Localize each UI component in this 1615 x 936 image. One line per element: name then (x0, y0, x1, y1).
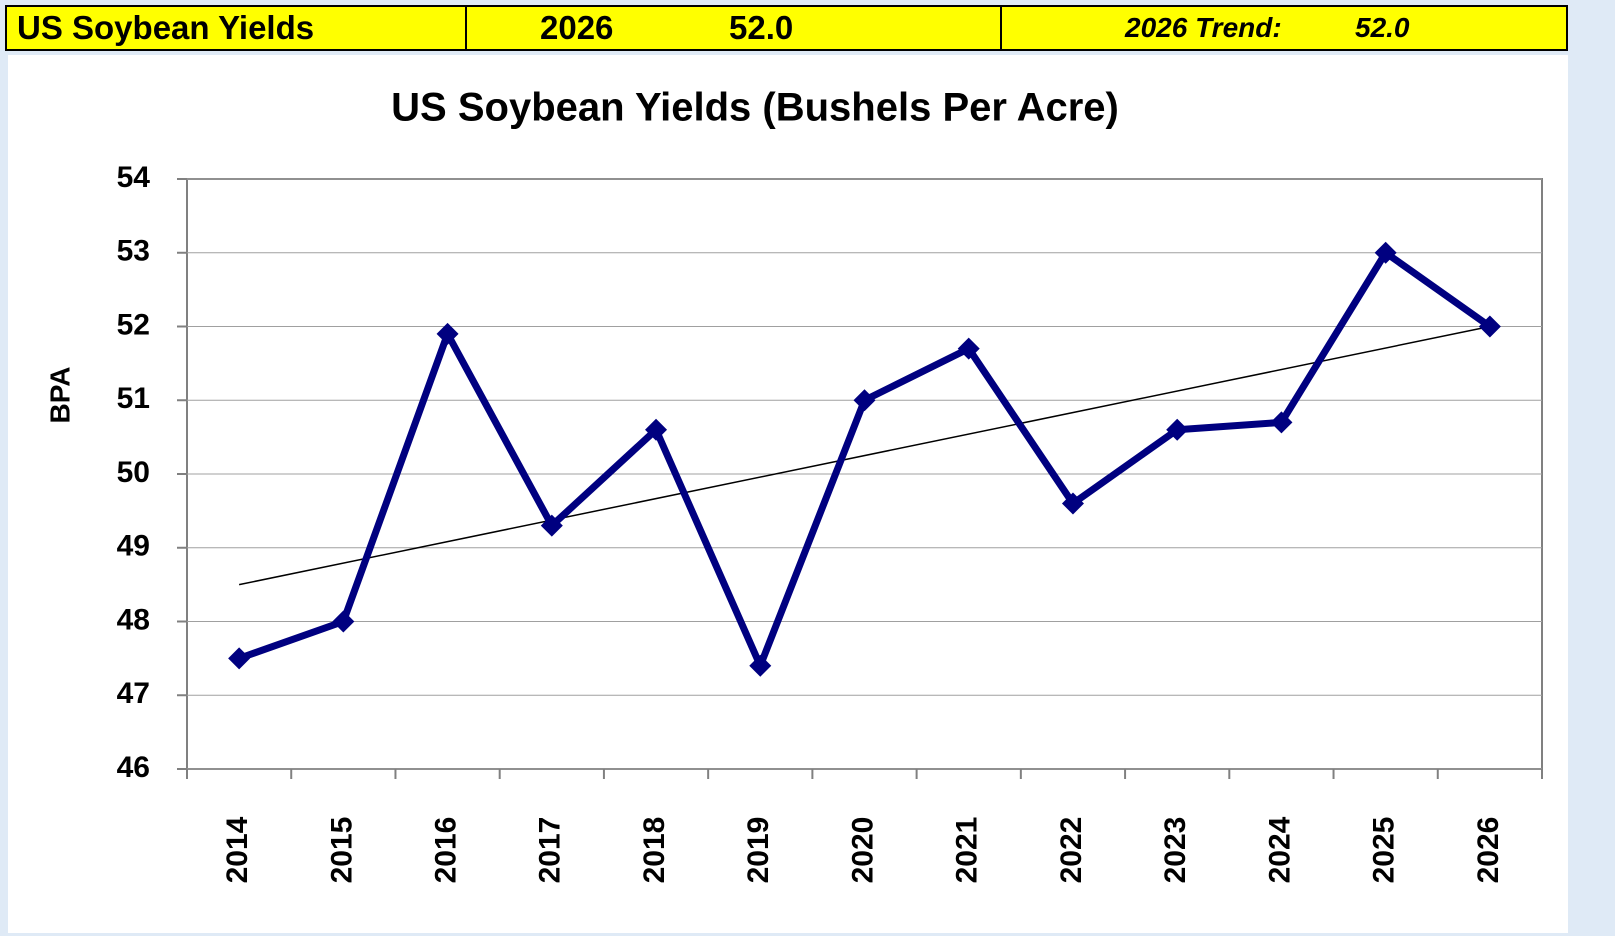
x-tick-label: 2016 (429, 817, 462, 884)
x-tick-label: 2020 (846, 817, 879, 884)
header-title: US Soybean Yields (17, 9, 315, 46)
divider (465, 7, 467, 49)
y-tick-label: 49 (117, 530, 150, 563)
marker (1270, 411, 1293, 434)
x-tick-label: 2017 (534, 817, 567, 884)
x-tick-label: 2018 (638, 817, 671, 884)
marker (1061, 492, 1084, 515)
chart-area (8, 55, 1568, 933)
y-tick-label: 54 (117, 161, 151, 194)
y-tick-label: 48 (117, 603, 150, 636)
y-tick-label: 52 (117, 308, 150, 341)
trend-line (238, 325, 1491, 586)
x-tick-label: 2022 (1055, 817, 1088, 884)
marker (749, 654, 772, 677)
x-tick-label: 2026 (1472, 817, 1505, 884)
marker (540, 514, 563, 537)
header-bar: US Soybean Yields 2026 52.0 2026 Trend: … (5, 5, 1568, 51)
trend-value: 52.0 (1355, 12, 1410, 43)
y-tick-label: 47 (117, 677, 150, 710)
marker (228, 647, 251, 670)
chart-title: US Soybean Yields (Bushels Per Acre) (391, 86, 1119, 130)
y-tick-label: 46 (117, 751, 150, 784)
x-tick-label: 2019 (742, 817, 775, 884)
marker (1478, 315, 1501, 338)
marker (436, 322, 459, 345)
marker (853, 389, 876, 412)
header-value: 52.0 (729, 9, 794, 46)
marker (1166, 418, 1189, 441)
marker (332, 610, 355, 633)
marker (645, 418, 668, 441)
x-tick-label: 2023 (1159, 817, 1192, 884)
y-axis-label: BPA (44, 366, 75, 423)
marker (1374, 241, 1397, 264)
trend-label: 2026 Trend: (1125, 12, 1282, 43)
header-year: 2026 (540, 9, 614, 46)
marker (957, 337, 980, 360)
x-tick-label: 2015 (325, 817, 358, 884)
y-tick-label: 51 (117, 382, 150, 415)
x-tick-label: 2024 (1263, 816, 1296, 883)
divider (1000, 7, 1002, 49)
x-tick-label: 2025 (1368, 817, 1401, 884)
x-tick-label: 2014 (221, 816, 254, 883)
y-tick-label: 53 (117, 235, 150, 268)
y-tick-label: 50 (117, 456, 150, 489)
x-tick-label: 2021 (951, 817, 984, 884)
